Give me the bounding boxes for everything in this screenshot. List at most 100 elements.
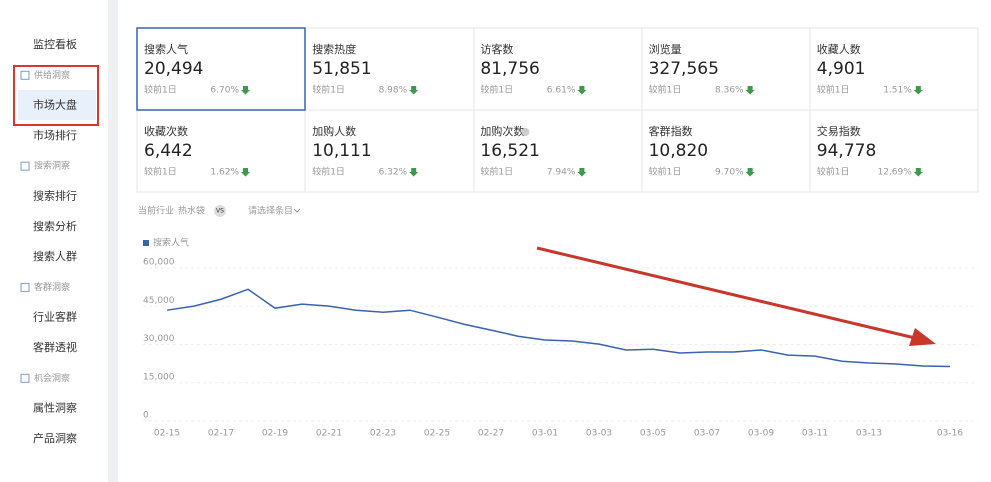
change: 9.70% [715, 168, 744, 178]
change: 8.98% [379, 86, 408, 96]
down-arrow [913, 86, 923, 95]
highlight-box [13, 65, 99, 126]
metric-label: 加购次数 [480, 124, 524, 138]
compare-label: 较前1日 [480, 84, 513, 96]
chevron [293, 208, 301, 213]
nav-item[interactable]: 行业客群 [33, 310, 77, 324]
change: 6.32% [379, 168, 408, 178]
compare-label: 较前1日 [817, 166, 850, 178]
vs: VS [216, 208, 224, 215]
x-tick-label: 02-25 [424, 429, 450, 439]
change: 6.70% [210, 86, 239, 96]
metric-value: 94,778 [817, 141, 876, 161]
compare-label: 较前1日 [312, 84, 345, 96]
metric-label: 访客数 [480, 42, 513, 56]
section-title: 搜索洞察 [34, 160, 70, 172]
y-tick-label: 15,000 [143, 372, 175, 382]
nav-item[interactable]: 搜索排行 [33, 189, 77, 203]
section-icon [20, 373, 30, 383]
change: 6.61% [547, 86, 576, 96]
x-tick-label: 03-03 [586, 429, 612, 439]
y-tick-label: 60,000 [143, 258, 175, 268]
section-title: 供给洞察 [34, 69, 70, 81]
y-tick-label: 0 [143, 411, 149, 421]
compare-label: 较前1日 [144, 84, 177, 96]
down-arrow [577, 168, 587, 177]
section-icon [20, 161, 30, 171]
x-tick-label: 02-23 [370, 429, 396, 439]
x-tick-label: 03-13 [856, 429, 882, 439]
metric-value: 6,442 [144, 141, 193, 161]
metric-value: 81,756 [480, 59, 539, 79]
nav-item[interactable]: 搜索分析 [33, 219, 77, 233]
down-arrow [745, 168, 755, 177]
compare-label: 较前1日 [480, 166, 513, 178]
section-icon [20, 70, 30, 80]
metric-value: 51,851 [312, 59, 371, 79]
active-item-bg [18, 90, 96, 120]
nav-item[interactable]: 产品洞察 [33, 431, 77, 445]
down-arrow [745, 86, 755, 95]
x-tick-label: 03-07 [694, 429, 720, 439]
metric-label: 搜索热度 [312, 42, 356, 56]
info-icon [521, 128, 530, 136]
nav-item[interactable]: 客群透视 [33, 340, 77, 354]
down-arrow [577, 86, 587, 95]
section-icon [20, 282, 30, 292]
nav-item[interactable]: 市场大盘 [33, 98, 77, 112]
nav-item[interactable]: 搜索人群 [33, 249, 77, 263]
compare-label: 较前1日 [312, 166, 345, 178]
metric-label: 收藏人数 [817, 42, 861, 56]
x-tick-label: 03-05 [640, 429, 666, 439]
metric-label: 客群指数 [649, 124, 693, 138]
y-tick-label: 45,000 [143, 296, 175, 306]
metric-value: 10,111 [312, 141, 371, 161]
legend-swatch [143, 240, 149, 246]
x-tick-label: 03-11 [802, 429, 828, 439]
change: 1.62% [210, 168, 239, 178]
selected-card[interactable] [136, 27, 306, 111]
arrow-head [909, 328, 936, 346]
x-tick-label: 02-21 [316, 429, 342, 439]
change: 7.94% [547, 168, 576, 178]
x-tick-label: 03-16 [937, 429, 963, 439]
metric-label: 加购人数 [312, 124, 356, 138]
select[interactable]: 请选择条目 [248, 205, 293, 217]
metric-value: 10,820 [649, 141, 708, 161]
metric-label: 收藏次数 [144, 124, 188, 138]
down-arrow [241, 168, 250, 177]
compare-label: 较前1日 [649, 84, 682, 96]
change: 1.51% [883, 86, 912, 96]
down-arrow [409, 86, 419, 95]
down-arrow [409, 168, 419, 177]
filter-label: 当前行业 [138, 205, 174, 217]
down-arrow [913, 168, 923, 177]
metric-value: 16,521 [480, 141, 539, 161]
metric-label: 搜索人气 [144, 42, 188, 56]
x-tick-label: 02-19 [262, 429, 288, 439]
nav-item[interactable]: 属性洞察 [33, 401, 77, 415]
section-title: 客群洞察 [34, 281, 70, 293]
down-arrow [241, 86, 250, 95]
metric-value: 4,901 [817, 59, 866, 79]
nav-item[interactable]: 监控看板 [33, 37, 77, 51]
y-tick-label: 30,000 [143, 334, 175, 344]
x-tick-label: 02-27 [478, 429, 504, 439]
metric-label: 浏览量 [649, 42, 682, 56]
x-tick-label: 02-17 [208, 429, 234, 439]
nav-item[interactable]: 市场排行 [33, 128, 77, 142]
scrollbar [108, 0, 118, 482]
vs-badge [214, 205, 226, 217]
industry: 热水袋 [178, 205, 205, 217]
change: 8.36% [715, 86, 744, 96]
metric-value: 20,494 [144, 59, 203, 79]
compare-label: 较前1日 [649, 166, 682, 178]
change: 12.69% [877, 168, 912, 178]
metric-label: 交易指数 [817, 124, 861, 138]
x-tick-label: 03-09 [748, 429, 774, 439]
annotation-arrow [536, 246, 916, 340]
compare-label: 较前1日 [144, 166, 177, 178]
x-tick-label: 03-01 [532, 429, 558, 439]
legend-label: 搜索人气 [153, 237, 189, 249]
